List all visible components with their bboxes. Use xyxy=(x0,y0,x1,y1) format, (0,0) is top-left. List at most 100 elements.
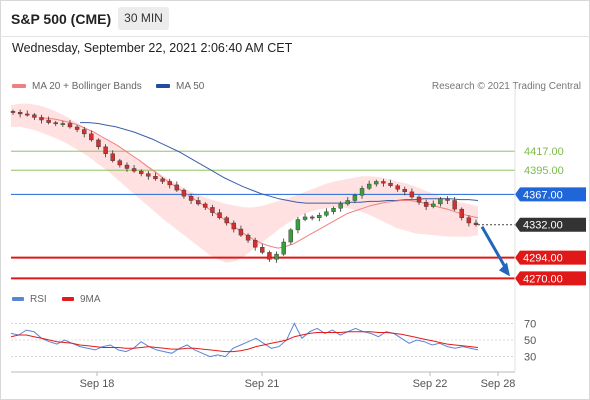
candle-body xyxy=(395,185,400,190)
candle-body xyxy=(60,123,66,125)
resistance-label: 4395.00 xyxy=(524,165,564,177)
candle-body xyxy=(473,222,479,225)
candle-body xyxy=(252,240,258,248)
candle-body xyxy=(53,122,58,125)
candle-body xyxy=(324,211,329,216)
candle-body xyxy=(281,241,286,255)
candle-body xyxy=(188,195,194,201)
timeframe-badge[interactable]: 30 MIN xyxy=(118,7,169,30)
candle-body xyxy=(139,170,144,174)
candle-body xyxy=(288,229,293,243)
support-label-tag xyxy=(515,271,586,286)
legend-label: MA 20 + Bollinger Bands xyxy=(32,81,142,92)
candle-body xyxy=(267,252,272,260)
x-tick-label: Sep 18 xyxy=(80,378,115,390)
candle-body xyxy=(345,200,350,205)
candle-body xyxy=(388,182,393,186)
candle-body xyxy=(82,129,87,135)
candle-body xyxy=(210,207,215,213)
pivot-label: 4367.00 xyxy=(523,189,563,201)
candle-body xyxy=(17,112,23,115)
candle-body xyxy=(381,181,386,184)
rsi-level-label: 70 xyxy=(524,318,536,330)
candle-body xyxy=(352,195,358,201)
candle-body xyxy=(146,173,151,177)
legend-ma20-bollinger: MA 20 + Bollinger Bands xyxy=(12,81,142,92)
candle-body xyxy=(96,139,101,148)
legend-label: MA 50 xyxy=(176,81,205,92)
copyright-notice: Research © 2021 Trading Central xyxy=(431,81,581,92)
candle-body xyxy=(153,176,158,180)
candle-body xyxy=(203,203,208,208)
candle-body xyxy=(409,191,415,198)
x-tick-label: Sep 21 xyxy=(245,378,280,390)
candle-body xyxy=(67,123,73,128)
candle-body xyxy=(274,253,279,260)
candle-body xyxy=(117,160,123,166)
candle-body xyxy=(231,222,237,230)
candle-body xyxy=(359,188,365,196)
candle-body xyxy=(167,181,172,186)
ma20-swatch xyxy=(12,84,26,89)
ma50-line xyxy=(80,122,479,204)
legend-rsi: RSI xyxy=(12,294,47,305)
candle-body xyxy=(89,133,94,141)
candle-body xyxy=(238,228,244,236)
pivot-label-tag xyxy=(515,187,586,202)
candle-body xyxy=(302,216,308,220)
x-tick-label: Sep 22 xyxy=(413,378,448,390)
candle-body xyxy=(32,114,37,118)
bollinger-band xyxy=(11,103,478,263)
current-label-tag xyxy=(515,217,586,232)
candle-body xyxy=(402,189,407,193)
candle-body xyxy=(181,189,187,197)
candle-body xyxy=(195,200,201,205)
ma20-line xyxy=(40,117,479,249)
ma9-swatch xyxy=(62,297,74,302)
instrument-title: S&P 500 (CME) xyxy=(11,11,112,27)
candle-body xyxy=(366,183,372,189)
candle-body xyxy=(74,126,80,130)
candle-body xyxy=(452,200,457,210)
candle-body xyxy=(431,203,436,207)
resistance-label: 4417.00 xyxy=(524,146,564,158)
candle-body xyxy=(445,198,450,201)
candle-body xyxy=(110,153,115,161)
support-label-tag xyxy=(515,250,586,265)
candle-body xyxy=(374,181,379,185)
candle-body xyxy=(174,184,180,191)
x-tick-label: Sep 28 xyxy=(481,378,516,390)
candle-body xyxy=(39,117,44,121)
candle-body xyxy=(46,119,51,123)
projection-arrow-head xyxy=(499,262,510,277)
current-label: 4332.00 xyxy=(523,220,563,232)
candle-body xyxy=(331,208,336,212)
candle-body xyxy=(217,212,222,218)
candle-body xyxy=(416,196,422,203)
header-divider xyxy=(0,36,590,37)
report-datetime: Wednesday, September 22, 2021 2:06:40 AM… xyxy=(12,41,293,55)
candle-body xyxy=(245,234,251,241)
rsi-swatch xyxy=(12,297,24,302)
candle-body xyxy=(338,203,343,209)
projection-arrow xyxy=(480,225,509,272)
support-label: 4294.00 xyxy=(523,253,563,265)
candle-body xyxy=(317,214,322,218)
candle-body xyxy=(160,178,165,182)
candle-body xyxy=(224,217,229,224)
rsi-ma-line xyxy=(10,331,479,353)
candle-body xyxy=(466,217,472,224)
candle-body xyxy=(260,247,265,253)
candle-body xyxy=(103,146,108,154)
candle-body xyxy=(295,219,301,231)
legend-label: 9MA xyxy=(80,294,101,305)
candle-body xyxy=(10,111,16,113)
legend-9ma: 9MA xyxy=(62,294,101,305)
candle-body xyxy=(25,113,30,116)
candle-body xyxy=(423,202,429,207)
rsi-level-label: 30 xyxy=(524,352,536,364)
candle-body xyxy=(131,168,137,172)
ma50-swatch xyxy=(156,84,170,89)
candle-body xyxy=(309,216,315,219)
